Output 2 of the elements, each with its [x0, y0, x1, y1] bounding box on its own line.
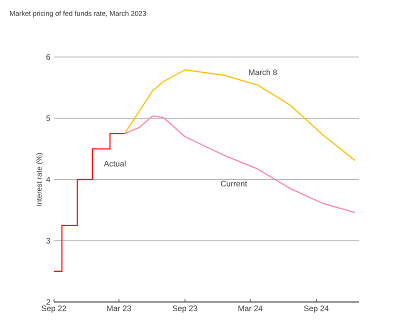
line-series	[124, 115, 356, 214]
line-series	[124, 69, 356, 162]
